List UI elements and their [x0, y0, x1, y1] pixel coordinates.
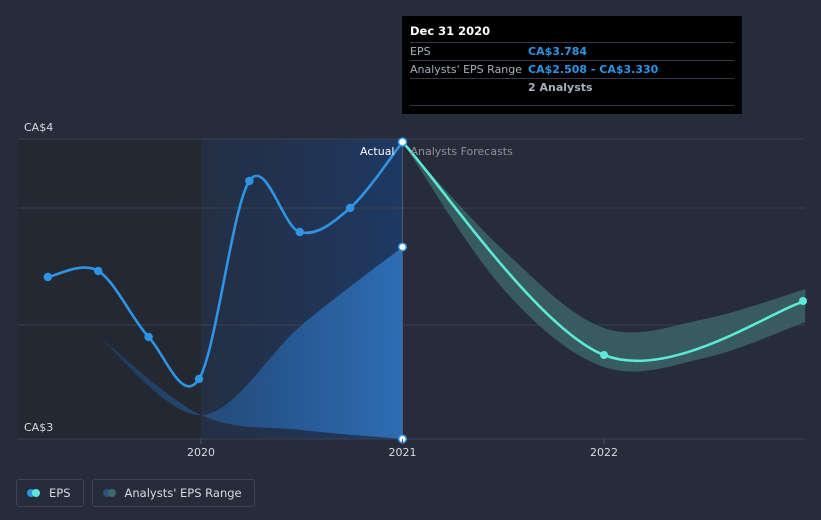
- x-tick-label: 2020: [187, 446, 215, 459]
- eps-point[interactable]: [144, 332, 153, 342]
- x-axis-labels: 2020 2021 2022: [187, 439, 618, 459]
- analysts-eps-range-band: [402, 142, 806, 372]
- tooltip-analysts-count: 2 Analysts: [528, 81, 593, 94]
- dark-past-band: [18, 139, 201, 439]
- eps-point[interactable]: [194, 374, 204, 384]
- eps-point[interactable]: [345, 203, 355, 213]
- legend-eps-button[interactable]: EPS: [16, 479, 84, 507]
- eps-line: [47, 141, 404, 388]
- tooltip: Dec 31 2020 EPS CA$3.784 Analysts' EPS R…: [402, 16, 742, 114]
- eps-point[interactable]: [295, 227, 304, 237]
- eps-swatch-icon: [27, 489, 41, 497]
- eps-forecast-point[interactable]: [799, 297, 807, 305]
- tooltip-range-value: CA$2.508 - CA$3.330: [528, 63, 659, 76]
- eps-point[interactable]: [94, 266, 103, 276]
- tooltip-eps-row: EPS CA$3.784: [410, 42, 734, 60]
- y-tick-label: CA$3: [24, 421, 53, 434]
- eps-point[interactable]: [397, 137, 408, 147]
- x-tick-label: 2022: [590, 446, 618, 459]
- tooltip-date: Dec 31 2020: [410, 24, 491, 38]
- eps-swatch-dot: [27, 489, 35, 497]
- legend-eps-label: EPS: [49, 486, 71, 500]
- eps-forecast-swatch-dot: [32, 489, 40, 497]
- tooltip-range-label: Analysts' EPS Range: [410, 63, 523, 76]
- forecast-label: Analysts Forecasts: [411, 145, 514, 158]
- range-swatch-icon: [102, 489, 117, 497]
- eps-forecast-point[interactable]: [600, 351, 608, 359]
- tooltip-eps-label: EPS: [410, 45, 431, 58]
- actual-label: Actual: [360, 145, 394, 158]
- actual-range-area: [96, 247, 403, 439]
- tooltip-range-row: Analysts' EPS Range CA$2.508 - CA$3.330: [410, 60, 734, 78]
- y-tick-label: CA$4: [24, 121, 53, 134]
- gridlines: [18, 138, 805, 440]
- eps-range-point[interactable]: [397, 242, 408, 252]
- tooltip-analysts-row: 2 Analysts: [410, 78, 734, 106]
- x-tick-label: 2021: [389, 446, 417, 459]
- legend-range-label: Analysts' EPS Range: [124, 486, 242, 500]
- range-forecast-swatch-dot: [107, 489, 116, 497]
- eps-point[interactable]: [245, 176, 254, 186]
- eps-point[interactable]: [43, 272, 53, 282]
- data-points: [43, 137, 807, 444]
- tooltip-eps-value: CA$3.784: [528, 45, 588, 58]
- legend: EPS Analysts' EPS Range: [16, 479, 255, 507]
- legend-range-button[interactable]: Analysts' EPS Range: [91, 479, 255, 507]
- range-swatch-dot: [102, 489, 111, 497]
- y-axis-labels: CA$4 CA$3: [24, 121, 53, 434]
